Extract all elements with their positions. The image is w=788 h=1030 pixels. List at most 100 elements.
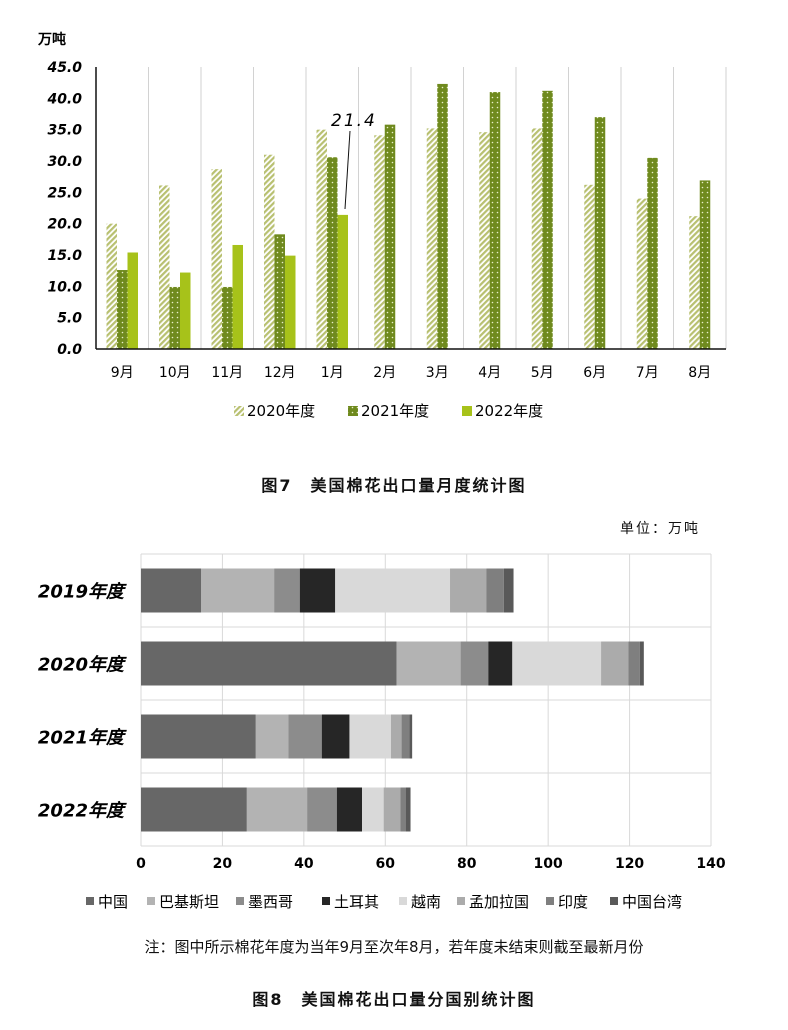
y-tick-label: 25.0 xyxy=(47,185,82,201)
bar-2021年度-2月 xyxy=(384,124,396,349)
bar-segment-印度-2020年度 xyxy=(628,641,640,686)
chart1-axes xyxy=(95,67,726,350)
bar-segment-印度-2019年度 xyxy=(486,568,504,613)
legend-label: 中国 xyxy=(98,893,128,911)
bar-segment-越南-2020年度 xyxy=(512,641,602,686)
bar-2021年度-8月 xyxy=(699,180,711,349)
x-tick-label: 140 xyxy=(696,856,725,872)
bar-segment-墨西哥-2019年度 xyxy=(274,568,300,613)
y-category-label: 2019年度 xyxy=(38,582,127,603)
chart1-legend: 2020年度 2021年度 2022年度 xyxy=(234,402,543,420)
bar-2021年度-7月 xyxy=(647,157,658,349)
bar-segment-中国-2022年度 xyxy=(141,787,247,832)
bar-segment-越南-2019年度 xyxy=(335,568,451,613)
legend-label: 2021年度 xyxy=(361,402,429,420)
legend-label: 中国台湾 xyxy=(622,893,682,911)
legend-swatch xyxy=(399,897,407,905)
bar-2020年度-11月 xyxy=(211,169,222,349)
y-tick-label: 45.0 xyxy=(46,60,82,76)
bar-2020年度-7月 xyxy=(636,198,648,349)
y-axis-unit: 万吨 xyxy=(37,31,66,48)
bar-segment-巴基斯坦-2020年度 xyxy=(396,641,461,686)
bar-segment-印度-2022年度 xyxy=(400,787,406,832)
chart2-tick-labels: 2019年度 2020年度 2021年度 2022年度 0 20 40 60 80 100 120 1… xyxy=(38,582,726,873)
bar-segment-土耳其-2022年度 xyxy=(336,787,363,832)
bar-segment-孟加拉国-2020年度 xyxy=(601,641,629,686)
y-tick-label: 5.0 xyxy=(57,311,82,327)
bar-2021年度-12月 xyxy=(274,234,285,349)
bar-segment-孟加拉国-2021年度 xyxy=(390,714,402,759)
y-tick-label: 40.0 xyxy=(46,91,82,107)
annotation-label: 21.4 xyxy=(331,111,377,131)
x-tick-label: 20 xyxy=(213,856,233,872)
bar-2020年度-8月 xyxy=(689,216,700,349)
bar-segment-墨西哥-2021年度 xyxy=(288,714,322,759)
bar-segment-越南-2022年度 xyxy=(362,787,384,832)
x-tick-label: 10月 xyxy=(159,365,191,381)
bar-segment-墨西哥-2022年度 xyxy=(307,787,337,832)
legend-label: 印度 xyxy=(558,893,588,911)
bar-segment-越南-2021年度 xyxy=(349,714,391,759)
x-tick-label: 6月 xyxy=(583,365,606,381)
bar-segment-中国台湾-2020年度 xyxy=(639,641,644,686)
figure8-caption: 图8 美国棉花出口量分国别统计图 xyxy=(252,990,536,1009)
legend-swatch xyxy=(610,897,618,905)
bar-2022年度-10月 xyxy=(180,272,191,349)
bar-2021年度-6月 xyxy=(594,117,606,349)
bar-segment-印度-2021年度 xyxy=(401,714,410,759)
chart1-gridlines xyxy=(148,67,727,349)
chart2-note: 注：图中所示棉花年度为当年9月至次年8月，若年度未结束则截至最新月份 xyxy=(144,938,644,956)
annotation-leader-line xyxy=(344,130,351,210)
x-tick-label: 3月 xyxy=(426,365,449,381)
x-tick-label: 5月 xyxy=(531,365,554,381)
x-tick-label: 40 xyxy=(294,856,314,872)
x-tick-label: 60 xyxy=(376,856,396,872)
chart2-legend: 中国 巴基斯坦 墨西哥 土耳其 越南 孟加拉国 印度 中国台湾 xyxy=(86,893,682,911)
x-tick-label: 2月 xyxy=(373,365,396,381)
y-category-label: 2020年度 xyxy=(38,655,127,676)
legend-swatch xyxy=(147,897,155,905)
bar-2021年度-1月 xyxy=(327,157,338,349)
x-tick-label: 120 xyxy=(615,856,644,872)
legend-label: 巴基斯坦 xyxy=(159,893,219,911)
bar-2021年度-10月 xyxy=(169,286,180,349)
x-tick-label: 4月 xyxy=(478,365,501,381)
chart2-gridlines xyxy=(140,553,712,847)
x-tick-label: 7月 xyxy=(636,365,659,381)
legend-swatch xyxy=(546,897,554,905)
x-tick-label: 1月 xyxy=(321,365,344,381)
legend-label: 墨西哥 xyxy=(248,893,293,911)
bar-segment-土耳其-2020年度 xyxy=(488,641,513,686)
bar-segment-墨西哥-2020年度 xyxy=(460,641,489,686)
bar-2022年度-1月 xyxy=(337,214,348,349)
legend-swatch xyxy=(457,897,465,905)
bar-2020年度-2月 xyxy=(374,135,385,349)
bar-2020年度-10月 xyxy=(159,185,170,349)
x-tick-label: 80 xyxy=(457,856,477,872)
chart1-annotation: 21.4 xyxy=(331,111,377,210)
bar-segment-孟加拉国-2019年度 xyxy=(450,568,487,613)
bar-2021年度-11月 xyxy=(222,286,233,349)
legend-label: 2022年度 xyxy=(475,402,543,420)
legend-label: 越南 xyxy=(411,893,441,911)
country-export-chart: 2019年度 2020年度 2021年度 2022年度 0 20 40 60 80 100 120 1… xyxy=(38,553,726,911)
y-tick-label: 35.0 xyxy=(47,123,82,139)
x-tick-label: 12月 xyxy=(264,365,296,381)
bar-2022年度-11月 xyxy=(232,244,243,349)
bar-2020年度-1月 xyxy=(316,129,327,349)
y-category-label: 2021年度 xyxy=(38,728,127,749)
figure7-caption: 图7 美国棉花出口量月度统计图 xyxy=(261,476,527,495)
y-tick-label: 10.0 xyxy=(47,279,82,295)
bar-2020年度-12月 xyxy=(264,154,275,349)
bar-segment-中国台湾-2022年度 xyxy=(405,787,411,832)
y-tick-label: 20.0 xyxy=(47,217,82,233)
bar-2020年度-6月 xyxy=(584,184,595,349)
legend-swatch xyxy=(462,406,472,416)
x-tick-label: 0 xyxy=(136,856,146,872)
chart2-bars xyxy=(141,568,644,832)
legend-label: 2020年度 xyxy=(247,402,315,420)
bar-segment-巴基斯坦-2022年度 xyxy=(246,787,308,832)
chart1-tick-labels: 0.0 5.0 10.0 15.0 20.0 25.0 30.0 35.0 40.0 45.0 9月… xyxy=(46,60,711,381)
bar-2020年度-9月 xyxy=(106,223,117,349)
y-tick-label: 30.0 xyxy=(47,154,82,170)
